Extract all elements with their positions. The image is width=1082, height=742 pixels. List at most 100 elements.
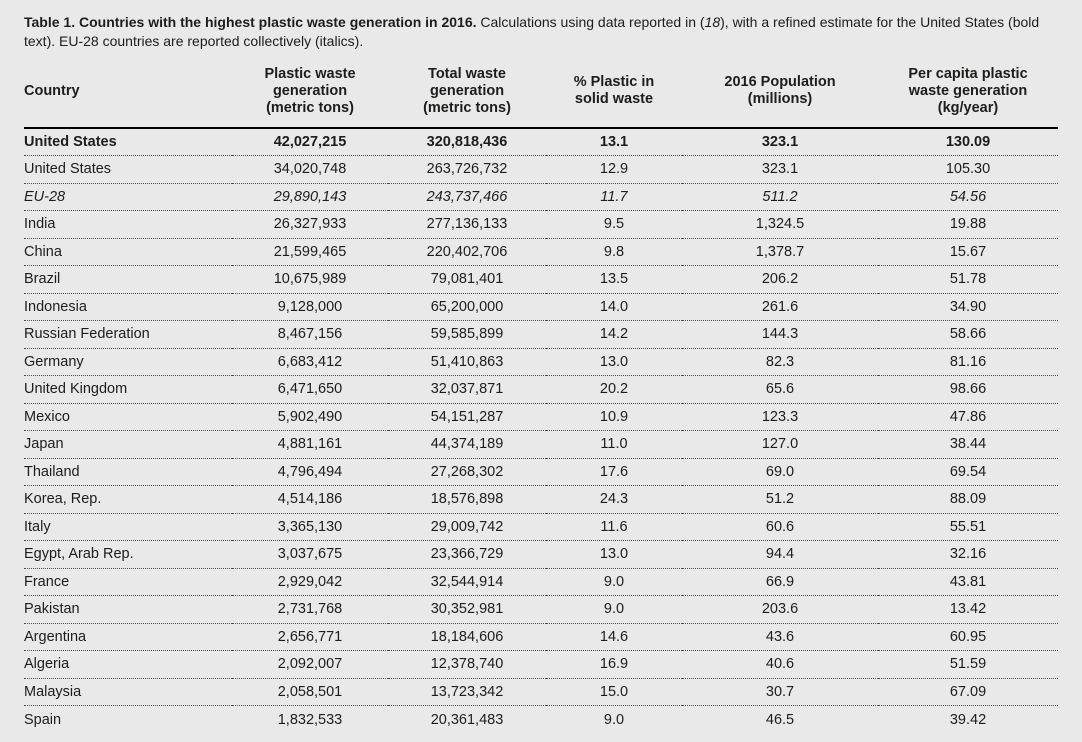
cell-percent-plastic: 14.2 <box>546 320 682 349</box>
cell-plastic-waste-generation: 4,881,161 <box>232 430 388 459</box>
cell-total-waste-generation: 320,818,436 <box>388 128 546 156</box>
table-row: Russian Federation 8,467,156 59,585,899 … <box>24 320 1058 349</box>
cell-per-capita: 81.16 <box>878 348 1058 376</box>
table-row: Japan 4,881,161 44,374,189 11.0 127.0 38… <box>24 430 1058 459</box>
table-body: United States 42,027,215 320,818,436 13.… <box>24 128 1058 733</box>
cell-percent-plastic: 24.3 <box>546 485 682 514</box>
cell-population: 40.6 <box>682 650 878 679</box>
cell-per-capita: 130.09 <box>878 128 1058 156</box>
cell-per-capita: 43.81 <box>878 568 1058 596</box>
cell-country: Brazil <box>24 265 232 294</box>
cell-country: Italy <box>24 513 232 541</box>
cell-percent-plastic: 20.2 <box>546 375 682 404</box>
cell-total-waste-generation: 44,374,189 <box>388 430 546 459</box>
cell-population: 323.1 <box>682 128 878 156</box>
plastic-waste-table: Country Plastic waste generation (metric… <box>24 61 1058 733</box>
table-row: Korea, Rep. 4,514,186 18,576,898 24.3 51… <box>24 485 1058 514</box>
cell-country: India <box>24 210 232 239</box>
cell-per-capita: 15.67 <box>878 238 1058 266</box>
cell-total-waste-generation: 54,151,287 <box>388 403 546 431</box>
cell-population: 94.4 <box>682 540 878 569</box>
cell-percent-plastic: 9.0 <box>603 711 625 728</box>
cell-percent-plastic: 13.0 <box>546 540 682 569</box>
cell-plastic-waste-generation: 2,929,042 <box>232 568 388 596</box>
cell-plastic-waste-generation: 5,902,490 <box>232 403 388 431</box>
cell-percent-plastic: 9.5 <box>546 210 682 239</box>
cell-plastic-waste-generation: 10,675,989 <box>232 265 388 294</box>
cell-total-waste-generation: 18,184,606 <box>388 623 546 651</box>
cell-total-waste-generation: 263,726,732 <box>388 155 546 184</box>
cell-percent-plastic: 11.0 <box>546 430 682 459</box>
cell-per-capita: 105.30 <box>878 155 1058 184</box>
cell-total-waste-generation: 27,268,302 <box>388 458 546 486</box>
cell-country: Spain <box>24 711 62 728</box>
cell-country: United Kingdom <box>24 375 232 404</box>
cell-population: 65.6 <box>682 375 878 404</box>
cell-per-capita: 32.16 <box>878 540 1058 569</box>
cell-country: Mexico <box>24 403 232 431</box>
table-row: United States 42,027,215 320,818,436 13.… <box>24 128 1058 156</box>
cell-total-waste-generation: 243,737,466 <box>388 183 546 211</box>
cell-per-capita: 67.09 <box>878 678 1058 706</box>
cell-plastic-waste-generation: 6,471,650 <box>232 375 388 404</box>
cell-population: 203.6 <box>682 595 878 624</box>
cell-country: France <box>24 568 232 596</box>
cell-population: 69.0 <box>682 458 878 486</box>
cell-total-waste-generation: 30,352,981 <box>388 595 546 624</box>
cell-plastic-waste-generation: 9,128,000 <box>232 293 388 321</box>
table-row: United States 34,020,748 263,726,732 12.… <box>24 155 1058 184</box>
header-row: Country Plastic waste generation (metric… <box>24 61 1058 129</box>
cell-total-waste-generation: 220,402,706 <box>388 238 546 266</box>
table-row: Pakistan 2,731,768 30,352,981 9.0 203.6 … <box>24 595 1058 624</box>
cell-percent-plastic: 10.9 <box>546 403 682 431</box>
cell-population: 206.2 <box>682 265 878 294</box>
cell-population: 511.2 <box>682 183 878 211</box>
table-row: EU-28 29,890,143 243,737,466 11.7 511.2 … <box>24 183 1058 211</box>
cell-percent-plastic: 14.0 <box>546 293 682 321</box>
cell-percent-plastic: 13.0 <box>546 348 682 376</box>
cell-percent-plastic: 9.0 <box>546 595 682 624</box>
table-row: Germany 6,683,412 51,410,863 13.0 82.3 8… <box>24 348 1058 376</box>
cell-total-waste-generation: 29,009,742 <box>388 513 546 541</box>
cell-plastic-waste-generation: 29,890,143 <box>232 183 388 211</box>
cell-plastic-waste-generation: 2,656,771 <box>232 623 388 651</box>
table-header: Country Plastic waste generation (metric… <box>24 61 1058 129</box>
cell-total-waste-generation: 277,136,133 <box>388 210 546 239</box>
cell-plastic-waste-generation: 2,731,768 <box>232 595 388 624</box>
cell-country: Thailand <box>24 458 232 486</box>
table-row: China 21,599,465 220,402,706 9.8 1,378.7… <box>24 238 1058 266</box>
cell-total-waste-generation: 20,361,483 <box>430 711 504 728</box>
cell-country: Japan <box>24 430 232 459</box>
cell-population: 144.3 <box>682 320 878 349</box>
cell-plastic-waste-generation: 8,467,156 <box>232 320 388 349</box>
cell-plastic-waste-generation: 3,037,675 <box>232 540 388 569</box>
cell-per-capita: 13.42 <box>878 595 1058 624</box>
cell-per-capita: 47.86 <box>878 403 1058 431</box>
cell-plastic-waste-generation: 21,599,465 <box>232 238 388 266</box>
cell-total-waste-generation: 32,037,871 <box>388 375 546 404</box>
table-row: Brazil 10,675,989 79,081,401 13.5 206.2 … <box>24 265 1058 294</box>
cell-total-waste-generation: 12,378,740 <box>388 650 546 679</box>
cell-percent-plastic: 17.6 <box>546 458 682 486</box>
caption-reference-number: 18 <box>704 14 721 30</box>
caption-body-before-ref: Calculations using data reported in ( <box>476 14 705 30</box>
cell-percent-plastic: 14.6 <box>546 623 682 651</box>
cell-country: Algeria <box>24 650 232 679</box>
table-row: India 26,327,933 277,136,133 9.5 1,324.5… <box>24 210 1058 239</box>
cell-population: 66.9 <box>682 568 878 596</box>
cell-total-waste-generation: 59,585,899 <box>388 320 546 349</box>
cell-per-capita: 34.90 <box>878 293 1058 321</box>
cell-plastic-waste-generation: 2,058,501 <box>232 678 388 706</box>
cell-percent-plastic: 12.9 <box>546 155 682 184</box>
cell-percent-plastic: 15.0 <box>546 678 682 706</box>
cell-population: 323.1 <box>682 155 878 184</box>
cell-plastic-waste-generation: 4,514,186 <box>232 485 388 514</box>
cell-total-waste-generation: 79,081,401 <box>388 265 546 294</box>
cell-plastic-waste-generation: 2,092,007 <box>232 650 388 679</box>
cell-country: United States <box>24 128 232 156</box>
cell-plastic-waste-generation: 42,027,215 <box>232 128 388 156</box>
column-header-country: Country <box>24 61 232 129</box>
cell-country: United States <box>24 155 232 184</box>
column-header-total-waste-generation: Total waste generation (metric tons) <box>388 61 546 129</box>
table-row: Indonesia 9,128,000 65,200,000 14.0 261.… <box>24 293 1058 321</box>
